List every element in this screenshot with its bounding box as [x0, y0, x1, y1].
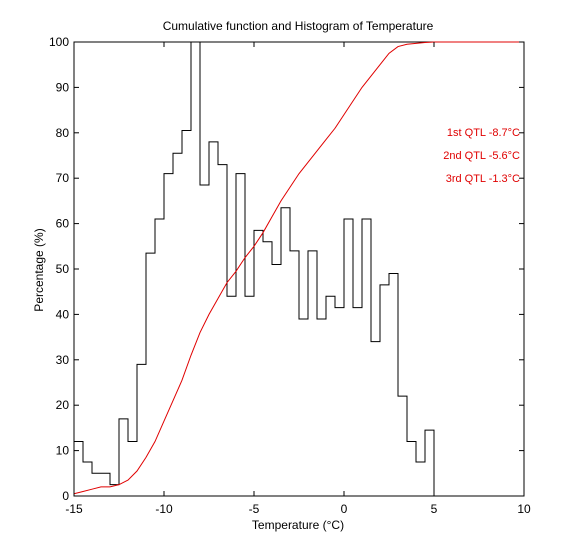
x-tick-label: -15 [65, 502, 83, 516]
chart-title: Cumulative function and Histogram of Tem… [163, 19, 434, 33]
y-tick-label: 20 [56, 398, 70, 412]
quantile-label: 3rd QTL -1.3°C [446, 173, 520, 185]
quantile-label: 2nd QTL -5.6°C [443, 150, 520, 162]
y-tick-label: 10 [56, 444, 70, 458]
x-axis: -15 -10 -5 0 5 10 [65, 42, 531, 516]
x-tick-label: 10 [517, 502, 531, 516]
y-tick-label: 40 [56, 307, 70, 321]
cumulative-series [73, 41, 524, 495]
y-axis: 0 10 20 30 40 50 60 70 80 90 100 [49, 35, 524, 503]
x-tick-label: 5 [431, 502, 438, 516]
plot-area [73, 41, 525, 497]
y-tick-label: 100 [49, 35, 69, 49]
quantile-annotations: 1st QTL -8.7°C 2nd QTL -5.6°C 3rd QTL -1.3… [443, 127, 520, 185]
y-tick-label: 0 [62, 489, 69, 503]
quantile-label: 1st QTL -8.7°C [447, 127, 520, 139]
y-tick-label: 60 [56, 217, 70, 231]
y-tick-label: 80 [56, 126, 70, 140]
x-axis-label: Temperature (°C) [252, 518, 344, 532]
histogram-series [74, 41, 443, 497]
y-tick-label: 30 [56, 353, 70, 367]
y-tick-label: 90 [56, 80, 70, 94]
x-tick-label: 0 [341, 502, 348, 516]
x-tick-label: -10 [155, 502, 173, 516]
y-tick-label: 50 [56, 262, 70, 276]
x-tick-label: -5 [249, 502, 260, 516]
y-tick-label: 70 [56, 171, 70, 185]
y-axis-label: Percentage (%) [32, 228, 46, 311]
